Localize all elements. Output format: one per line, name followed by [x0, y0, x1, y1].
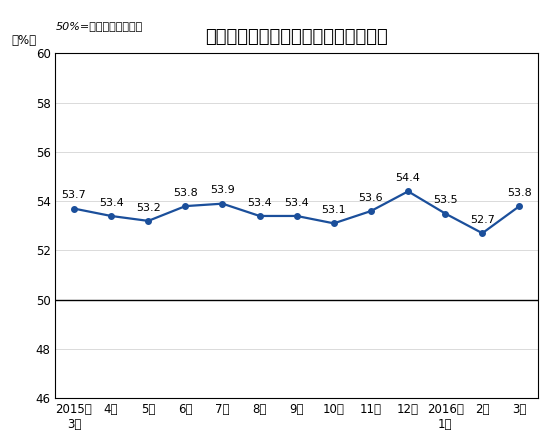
Text: 53.1: 53.1 [321, 205, 346, 215]
Text: 53.5: 53.5 [433, 195, 457, 205]
Y-axis label: （%）: （%） [12, 33, 36, 46]
Text: 53.7: 53.7 [61, 190, 86, 200]
Text: 53.2: 53.2 [136, 202, 160, 213]
Text: 53.4: 53.4 [99, 198, 123, 208]
Text: 53.4: 53.4 [247, 198, 272, 208]
Text: 52.7: 52.7 [470, 215, 495, 225]
Text: 50%=与上月比较无变化: 50%=与上月比较无变化 [55, 21, 143, 31]
Text: 54.4: 54.4 [395, 173, 420, 183]
Text: 53.4: 53.4 [284, 198, 309, 208]
Text: 53.8: 53.8 [173, 188, 198, 198]
Title: 非制造业商务活动指数（经季节调整）: 非制造业商务活动指数（经季节调整） [205, 29, 388, 46]
Text: 53.9: 53.9 [210, 186, 235, 195]
Text: 53.8: 53.8 [507, 188, 532, 198]
Text: 53.6: 53.6 [359, 193, 383, 203]
